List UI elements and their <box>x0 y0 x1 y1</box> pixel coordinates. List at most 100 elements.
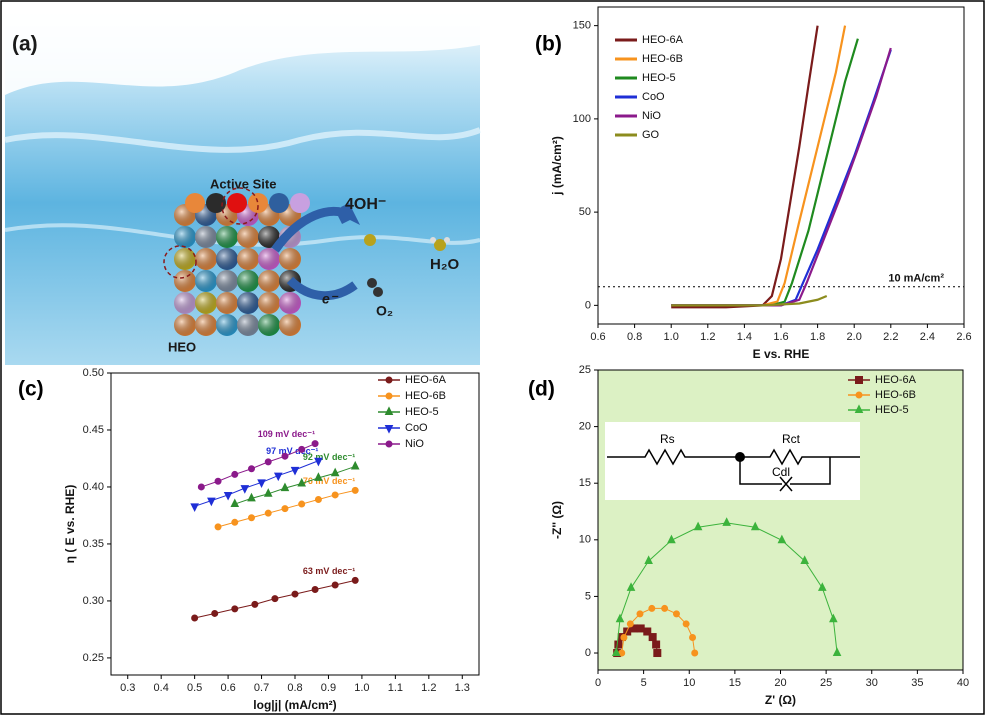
marker <box>331 581 339 589</box>
molecule-atom <box>434 239 446 251</box>
atom <box>269 193 289 213</box>
illustration-label: Active Site <box>210 176 276 191</box>
x-tick-label: 2.4 <box>920 331 935 343</box>
marker <box>248 465 256 473</box>
chart: 0 5 10 15 20 25 30 35 40 0 5 10 15 20 25 Z' (Ω) -Z'' (Ω)… <box>528 364 969 707</box>
x-tick-label: 2.6 <box>956 331 971 343</box>
legend-label: HEO-6A <box>875 374 917 386</box>
crystal-cube <box>174 193 310 336</box>
atom-shine <box>195 314 217 336</box>
x-tick-label: 1.1 <box>388 682 403 694</box>
atom-shine <box>279 248 301 270</box>
y-tick-label: 0.30 <box>83 595 104 607</box>
x-tick-label: 1.2 <box>421 682 436 694</box>
x-tick-label: 2.2 <box>883 331 898 343</box>
marker <box>214 477 222 485</box>
x-tick-label: 0.6 <box>220 682 235 694</box>
illustration-label: 4OH⁻ <box>345 196 386 213</box>
atom-shine <box>258 270 280 292</box>
marker <box>636 624 645 633</box>
marker <box>231 518 239 526</box>
reaction-arrow <box>286 276 358 301</box>
circuit-label: Rs <box>660 432 675 446</box>
marker <box>832 647 842 657</box>
atom <box>206 193 226 213</box>
marker <box>264 509 272 517</box>
marker <box>314 472 323 481</box>
y-tick-label: 50 <box>579 206 591 218</box>
x-axis-label: E vs. RHE <box>753 347 810 361</box>
legend-label: CoO <box>642 91 665 103</box>
legend-label: NiO <box>405 438 424 450</box>
panel-label: (b) <box>535 33 562 56</box>
marker <box>297 477 306 487</box>
plot-frame <box>110 372 480 676</box>
molecule-atom <box>430 237 436 243</box>
x-tick-label: 1.8 <box>810 331 825 343</box>
x-tick-label: 1.0 <box>664 331 679 343</box>
wave-crest <box>5 5 480 95</box>
atom-shine <box>174 248 196 270</box>
molecule-atom <box>444 237 450 243</box>
inset-background <box>605 422 860 500</box>
circuit-node <box>735 452 745 462</box>
legend-label: HEO-5 <box>875 404 909 416</box>
legend-label: HEO-6B <box>642 53 683 65</box>
legend-label: CoO <box>405 422 428 434</box>
marker <box>611 647 621 657</box>
legend-marker <box>855 376 863 384</box>
illustration-label: O₂ <box>376 303 393 319</box>
atom-shine <box>237 226 259 248</box>
active-site-ring <box>221 187 259 225</box>
marker <box>652 640 661 649</box>
slope-annotation: 92 mV dec⁻¹ <box>303 452 355 462</box>
atom-shine <box>258 226 280 248</box>
marker <box>331 491 339 499</box>
marker <box>636 610 644 618</box>
legend-label: HEO-6A <box>642 34 684 46</box>
x-tick-label: 1.0 <box>354 682 369 694</box>
atom <box>290 193 310 213</box>
marker <box>298 500 306 508</box>
y-tick-label: 0.50 <box>83 367 104 379</box>
atom-shine <box>174 292 196 314</box>
atom <box>185 193 205 213</box>
y-axis-label: η ( E vs. RHE) <box>63 485 77 564</box>
marker <box>191 614 199 622</box>
marker <box>281 452 289 460</box>
atom <box>227 193 247 213</box>
marker <box>800 555 809 564</box>
atom-shine <box>216 292 238 314</box>
panel-label: (d) <box>528 378 555 401</box>
marker <box>290 466 300 476</box>
atom-shine <box>258 314 280 336</box>
slope-annotation: 97 mV dec⁻¹ <box>266 446 318 456</box>
illustration: (a) Active Site 4OH⁻ H₂O O₂ e⁻ HEO <box>4 5 482 365</box>
series-line <box>671 295 828 307</box>
marker <box>273 472 283 482</box>
marker <box>311 586 319 594</box>
marker <box>648 604 656 612</box>
x-tick-label: 15 <box>729 677 741 689</box>
marker <box>291 590 299 598</box>
y-tick-label: 5 <box>585 590 591 602</box>
marker <box>211 609 219 617</box>
x-axis-label: Z' (Ω) <box>765 693 796 707</box>
x-tick-label: 2.0 <box>847 331 862 343</box>
marker <box>350 460 360 470</box>
legend-marker <box>855 391 863 399</box>
marker <box>689 634 697 642</box>
x-tick-label: 1.3 <box>455 682 470 694</box>
reference-label: 10 mA/cm² <box>888 273 944 285</box>
atom-shine <box>258 248 280 270</box>
marker <box>693 521 703 531</box>
atom-shine <box>237 292 259 314</box>
circuit-label: Rct <box>782 432 801 446</box>
y-axis-label: -Z'' (Ω) <box>550 501 564 539</box>
legend-marker <box>385 392 393 400</box>
marker <box>231 605 239 613</box>
plot-frame <box>597 6 965 325</box>
legend-label: NiO <box>642 110 661 122</box>
marker <box>248 514 256 522</box>
atom-shine <box>237 248 259 270</box>
